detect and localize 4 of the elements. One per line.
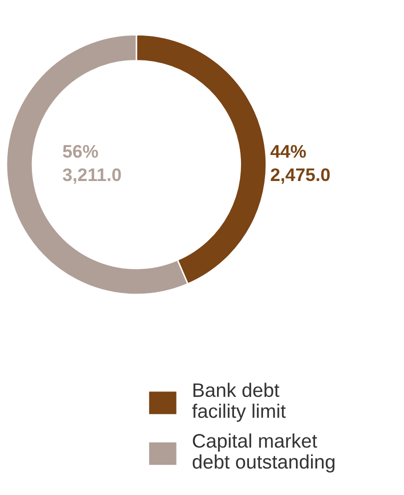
data-label: 56% 3,211.0 — [62, 144, 121, 184]
data-label: 44% 2,475.0 — [270, 145, 330, 184]
legend-label: Bank debt facility limit — [192, 382, 286, 422]
legend-label: Capital market debt outstanding — [192, 433, 334, 473]
